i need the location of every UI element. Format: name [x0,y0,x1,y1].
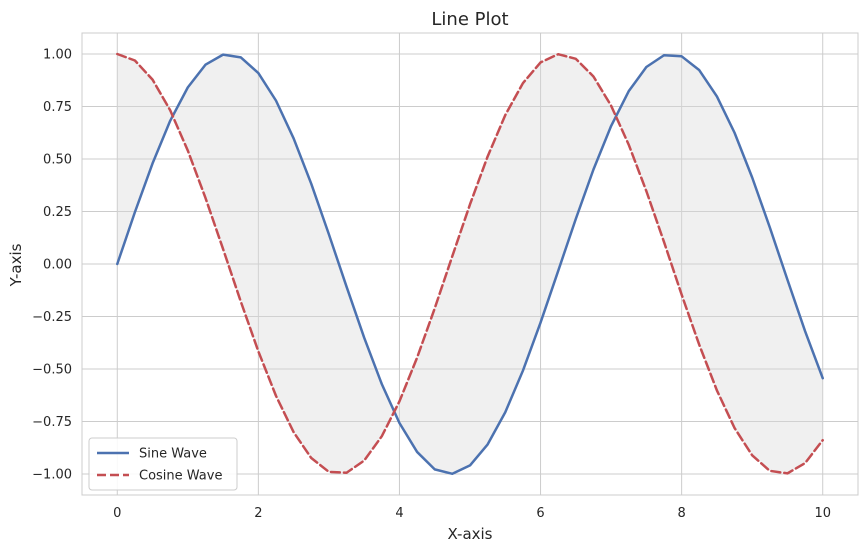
y-tick-label: 0.00 [43,258,72,273]
y-tick-label: −0.75 [32,415,72,430]
chart-title: Line Plot [431,9,508,30]
y-tick-label: −0.25 [32,310,72,325]
x-tick-label: 6 [536,506,544,521]
y-axis-label: Y-axis [7,243,25,287]
y-tick-label: 1.00 [43,48,72,63]
fill-between-region [117,54,823,474]
legend-cosine-label: Cosine Wave [139,469,222,484]
tick-labels: 0 2 4 6 8 10 1.00 0.75 0.50 0.25 0.00 −0.25 −0.50 −0.… [32,48,831,522]
y-tick-label: 0.75 [43,100,72,115]
fill-between-area [117,54,823,474]
legend-sine-label: Sine Wave [139,447,207,462]
x-tick-label: 4 [395,506,403,521]
y-tick-label: 0.25 [43,205,72,220]
x-tick-label: 8 [677,506,685,521]
x-tick-label: 0 [113,506,121,521]
y-tick-label: 0.50 [43,153,72,168]
y-tick-label: −1.00 [32,468,72,483]
x-tick-label: 10 [814,506,831,521]
legend-box [88,437,238,491]
y-tick-label: −0.50 [32,363,72,378]
series-lines [116,52,824,476]
x-axis-label: X-axis [448,525,493,543]
cosine-wave-line [116,52,824,475]
sine-wave-line [116,53,824,476]
x-tick-label: 2 [254,506,262,521]
legend: Sine Wave Cosine Wave [88,437,238,491]
